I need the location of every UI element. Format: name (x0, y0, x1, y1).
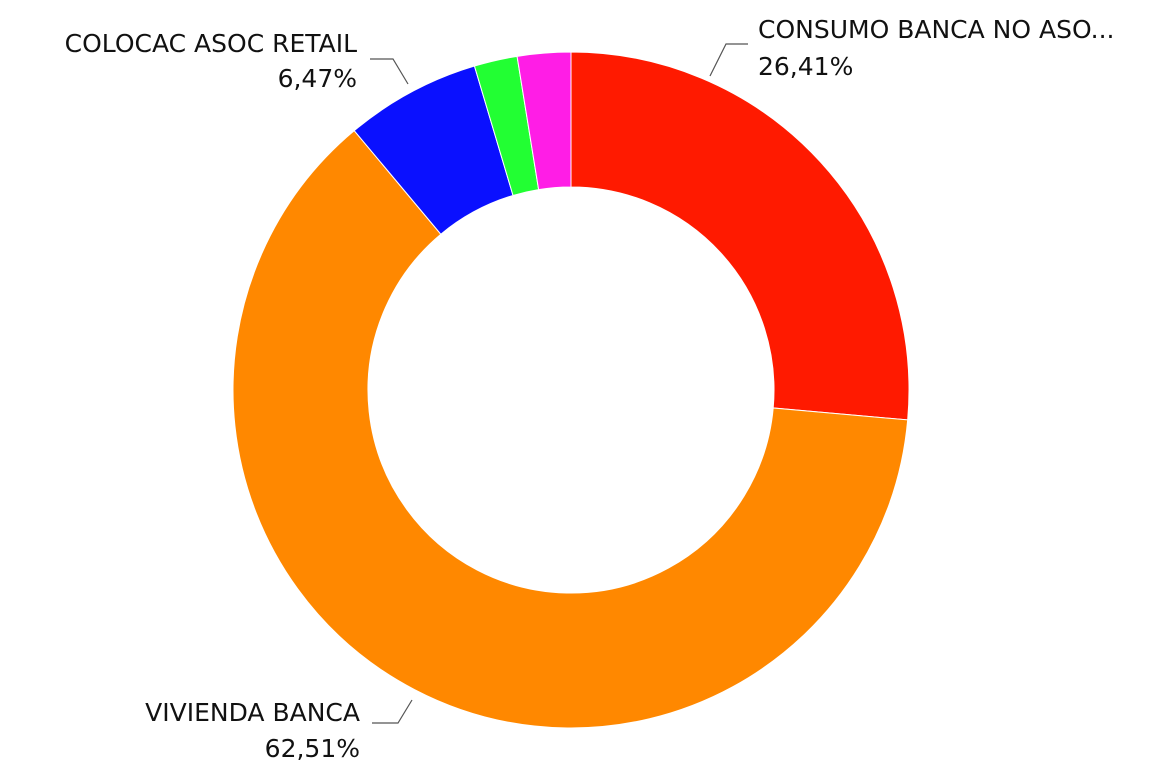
slice-value-label: 62,51% (265, 734, 360, 763)
slice-value-label: 26,41% (758, 52, 853, 81)
donut-slice-4 (516, 51, 572, 191)
donut-slices (232, 51, 910, 729)
donut-slice-0 (570, 51, 910, 421)
donut-slice-1 (232, 129, 909, 729)
leader-line-vivienda (372, 699, 413, 724)
slice-name-label: CONSUMO BANCA NO ASO... (758, 15, 1114, 44)
slice-name-label: VIVIENDA BANCA (145, 698, 360, 727)
slice-name-label: COLOCAC ASOC RETAIL (65, 29, 357, 58)
slice-label-consumo: CONSUMO BANCA NO ASO... 26,41% (709, 15, 1114, 81)
leader-line-colocac (370, 58, 409, 85)
slice-label-colocac: COLOCAC ASOC RETAIL 6,47% (65, 29, 409, 93)
leader-line-consumo (709, 43, 748, 77)
slice-value-label: 6,47% (278, 64, 357, 93)
slice-label-vivienda: VIVIENDA BANCA 62,51% (145, 698, 413, 763)
